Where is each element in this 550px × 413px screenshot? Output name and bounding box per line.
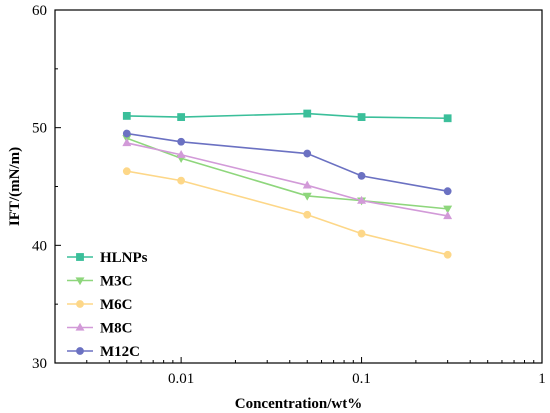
legend-item: M6C (67, 297, 133, 313)
data-point (122, 167, 131, 176)
x-tick-label: 1 (538, 371, 546, 387)
legend-label: HLNPs (100, 250, 148, 266)
legend-item: M3C (67, 274, 133, 290)
data-point (177, 176, 186, 185)
y-tick-label: 40 (32, 238, 47, 254)
data-point (176, 149, 186, 158)
data-point (177, 113, 186, 121)
data-point (303, 149, 312, 158)
data-point (122, 112, 131, 120)
y-axis-label: IFT/(mN/m) (7, 147, 23, 226)
plot-area (122, 109, 453, 259)
legend-marker (75, 277, 85, 286)
data-point (122, 138, 132, 147)
data-point (443, 187, 452, 196)
data-point (357, 172, 366, 180)
data-point (357, 229, 366, 238)
x-axis-label: Concentration/wt% (235, 396, 363, 412)
data-point (122, 129, 131, 138)
x-tick-label: 0.1 (352, 371, 371, 387)
legend-marker (76, 347, 84, 355)
data-point (443, 114, 452, 123)
legend-label: M12C (100, 344, 140, 360)
data-point (303, 210, 312, 219)
legend-label: M8C (100, 321, 133, 337)
legend-item: M12C (67, 344, 140, 360)
x-tick-label: 0.01 (168, 371, 194, 387)
data-point (357, 195, 367, 204)
series-m8c (122, 138, 453, 220)
data-point (302, 180, 312, 189)
series-m6c (122, 167, 452, 259)
data-point (443, 250, 452, 259)
data-point (303, 109, 312, 118)
series-hlnps (122, 109, 452, 123)
legend: HLNPs M3C M6C M8C M12C (67, 250, 148, 360)
y-tick-label: 50 (32, 121, 47, 137)
x-axis: 0.01 0.1 1 (54, 357, 546, 387)
legend-marker (76, 300, 84, 308)
legend-marker (75, 322, 85, 331)
legend-item: M8C (67, 321, 133, 337)
legend-marker (76, 253, 84, 261)
data-point (443, 211, 453, 220)
legend-item: HLNPs (67, 250, 148, 266)
data-point (302, 192, 312, 201)
data-point (443, 205, 453, 214)
data-point (357, 113, 366, 121)
y-tick-label: 30 (32, 356, 47, 372)
y-axis: 30 40 50 60 (32, 3, 61, 372)
legend-label: M3C (100, 274, 133, 290)
y-tick-label: 60 (32, 3, 47, 19)
data-point (177, 137, 186, 146)
series-m12c (122, 129, 452, 196)
legend-label: M6C (100, 297, 133, 313)
